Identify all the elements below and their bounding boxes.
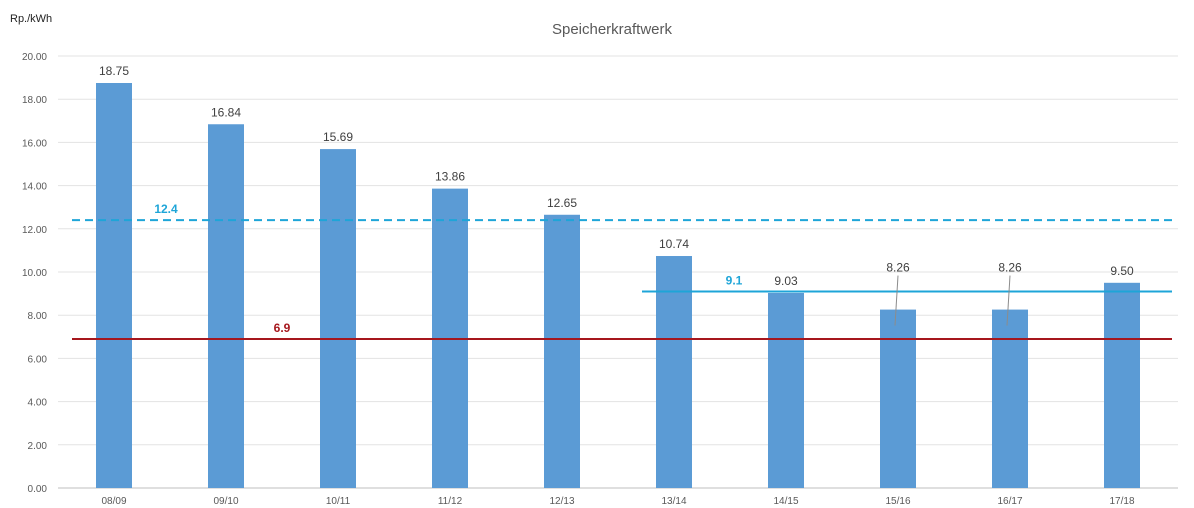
x-tick-label: 09/10 — [213, 496, 238, 507]
data-labels: 18.75 16.84 15.69 13.86 12.65 10.74 9.03 8.26 8.… — [99, 64, 1134, 326]
x-tick-label: 11/12 — [438, 496, 463, 507]
bar — [880, 309, 916, 488]
y-tick-label: 6.00 — [28, 354, 48, 365]
bar — [768, 292, 804, 488]
data-label: 8.26 — [998, 261, 1022, 275]
x-tick-label: 08/09 — [101, 496, 126, 507]
y-tick-label: 2.00 — [28, 441, 48, 452]
y-tick-label: 20.00 — [22, 52, 47, 63]
x-tick-label: 13/14 — [661, 496, 686, 507]
bar — [544, 214, 580, 488]
data-label: 9.50 — [1110, 264, 1134, 278]
y-axis-label: Rp./kWh — [10, 13, 52, 25]
y-tick-label: 12.00 — [22, 225, 47, 236]
y-tick-label: 4.00 — [28, 398, 48, 409]
reference-lines: 12.4 6.9 9.1 — [72, 202, 1172, 340]
x-tick-label: 14/15 — [773, 496, 798, 507]
reference-label: 9.1 — [726, 273, 743, 287]
data-label: 16.84 — [211, 105, 241, 119]
bar — [1104, 282, 1140, 488]
data-label: 15.69 — [323, 130, 353, 144]
y-tick-label: 8.00 — [28, 311, 48, 322]
leader-line — [894, 275, 899, 326]
bar — [96, 83, 132, 488]
bar — [320, 149, 356, 488]
data-label: 10.74 — [659, 237, 689, 251]
data-label: 8.26 — [886, 261, 910, 275]
x-tick-label: 17/18 — [1109, 496, 1134, 507]
reference-label: 6.9 — [274, 321, 291, 335]
y-tick-label: 16.00 — [22, 138, 47, 149]
x-tick-label: 10/11 — [326, 496, 351, 507]
bar — [992, 309, 1028, 488]
y-tick-label: 14.00 — [22, 182, 47, 193]
grid — [58, 55, 1178, 489]
y-tick-label: 18.00 — [22, 95, 47, 106]
y-axis-ticks: 0.00 2.00 4.00 6.00 8.00 10.00 12.00 14.00 16.00… — [22, 52, 47, 495]
x-tick-label: 15/16 — [885, 496, 910, 507]
data-label: 12.65 — [547, 196, 577, 210]
bar — [656, 256, 692, 488]
reference-label: 12.4 — [154, 202, 178, 216]
bars — [96, 83, 1140, 489]
x-axis-ticks: 08/09 09/10 10/11 11/12 12/13 13/14 14/15 15/16… — [101, 496, 1134, 507]
x-tick-label: 12/13 — [549, 496, 574, 507]
y-tick-label: 0.00 — [28, 484, 48, 495]
data-label: 18.75 — [99, 64, 129, 78]
y-tick-label: 10.00 — [22, 268, 47, 279]
data-label: 9.03 — [774, 274, 798, 288]
chart-title: Speicherkraftwerk — [552, 21, 673, 38]
data-label: 13.86 — [435, 170, 465, 184]
x-tick-label: 16/17 — [997, 496, 1022, 507]
leader-line — [1006, 275, 1011, 326]
bar — [208, 124, 244, 489]
